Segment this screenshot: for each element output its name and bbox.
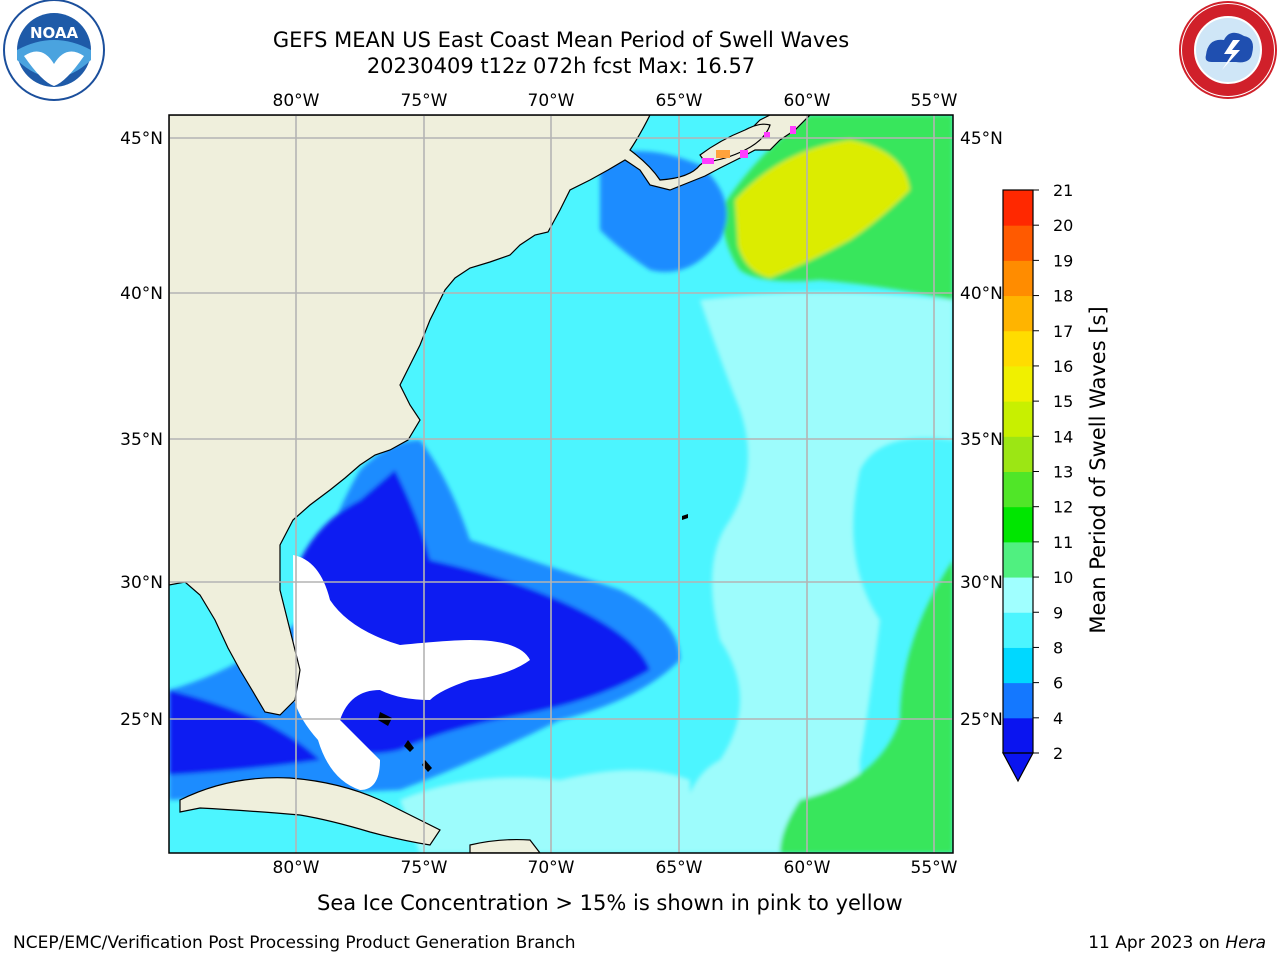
lat-label: 40°N bbox=[120, 284, 163, 304]
colorbar-label: Mean Period of Swell Waves [s] bbox=[1086, 306, 1110, 633]
colorbar-tick-label: 16 bbox=[1053, 357, 1073, 376]
colorbar-tick-label: 12 bbox=[1053, 498, 1073, 517]
lon-label: 65°W bbox=[656, 858, 703, 878]
lat-labels-right: 45°N 40°N 35°N 30°N 25°N bbox=[960, 129, 1003, 730]
colorbar-extend-arrow bbox=[1001, 752, 1035, 783]
chart-title: GEFS MEAN US East Coast Mean Period of S… bbox=[272, 28, 850, 52]
footer-credit: NCEP/EMC/Verification Post Processing Pr… bbox=[13, 933, 576, 953]
colorbar-segment bbox=[1003, 260, 1033, 297]
swell-zone-blue-north bbox=[600, 151, 727, 272]
map-area bbox=[169, 115, 953, 853]
colorbar-segment bbox=[1003, 190, 1033, 226]
lon-label: 80°W bbox=[273, 858, 320, 878]
swell-zone-deep-blue-west bbox=[169, 690, 320, 775]
colorbar-segment bbox=[1003, 330, 1033, 367]
lon-label: 75°W bbox=[401, 858, 448, 878]
lon-label: 60°W bbox=[784, 858, 831, 878]
lon-label: 70°W bbox=[528, 858, 575, 878]
colorbar-tick-label: 2 bbox=[1053, 744, 1063, 763]
lon-labels-bottom: 80°W 75°W 70°W 65°W 60°W 55°W bbox=[273, 858, 958, 878]
colorbar-segment bbox=[1003, 682, 1033, 719]
colorbar-tick-label: 8 bbox=[1053, 638, 1063, 657]
footer-machine: Hera bbox=[1225, 933, 1266, 953]
colorbar-segment bbox=[1003, 365, 1033, 402]
lat-label: 45°N bbox=[960, 129, 1003, 149]
lat-label: 45°N bbox=[120, 129, 163, 149]
swell-zone-light bbox=[680, 292, 953, 853]
lon-label: 75°W bbox=[401, 91, 448, 111]
sea-ice-pixel bbox=[790, 126, 796, 134]
colorbar-segment bbox=[1003, 612, 1033, 648]
colorbar-segment bbox=[1003, 436, 1033, 472]
lat-label: 35°N bbox=[960, 430, 1003, 450]
footer-date-text: 11 Apr 2023 on bbox=[1088, 933, 1220, 953]
land-north-america bbox=[169, 115, 811, 716]
lat-label: 25°N bbox=[960, 710, 1003, 730]
colorbar-segment bbox=[1003, 506, 1033, 543]
colorbar-tick-label: 21 bbox=[1053, 181, 1073, 200]
lon-label: 60°W bbox=[784, 91, 831, 111]
lon-label: 70°W bbox=[528, 91, 575, 111]
lat-label: 40°N bbox=[960, 284, 1003, 304]
lat-labels-left: 45°N 40°N 35°N 30°N 25°N bbox=[120, 129, 163, 730]
colorbar-tick-label: 14 bbox=[1053, 427, 1073, 446]
sea-ice-pixel bbox=[740, 150, 748, 158]
lon-label: 55°W bbox=[911, 858, 958, 878]
colorbar-tick-label: 11 bbox=[1053, 533, 1073, 552]
colorbar-segment bbox=[1003, 401, 1033, 437]
lon-label: 65°W bbox=[656, 91, 703, 111]
sea-ice-pixel bbox=[716, 150, 730, 158]
sea-ice-pixel bbox=[702, 158, 714, 164]
bahamas-island bbox=[404, 740, 414, 752]
bermuda-island bbox=[682, 514, 688, 520]
land-cuba bbox=[179, 777, 441, 846]
noaa-logo-text: NOAA bbox=[30, 24, 79, 42]
colorbar: 2 4 6 8 9 10 11 12 13 14 15 16 17 18 19 20 21 bbox=[1001, 181, 1073, 783]
colorbar-tick-label: 17 bbox=[1053, 322, 1073, 341]
colorbar-tick-label: 13 bbox=[1053, 463, 1073, 482]
colorbar-tick-label: 18 bbox=[1053, 287, 1073, 306]
map-frame bbox=[168, 114, 954, 854]
lat-label: 35°N bbox=[120, 430, 163, 450]
lon-labels-top: 80°W 75°W 70°W 65°W 60°W 55°W bbox=[273, 91, 958, 111]
swell-zone-green-south bbox=[780, 560, 953, 853]
colorbar-segment bbox=[1003, 717, 1033, 754]
colorbar-segment bbox=[1003, 471, 1033, 508]
colorbar-tick-label: 15 bbox=[1053, 392, 1073, 411]
swell-zone-yellow bbox=[735, 140, 910, 278]
lat-label: 30°N bbox=[960, 573, 1003, 593]
land-hispaniola bbox=[469, 838, 541, 853]
no-data-region bbox=[293, 555, 530, 790]
colorbar-tick-label: 20 bbox=[1053, 216, 1073, 235]
colorbar-tick-label: 4 bbox=[1053, 709, 1063, 728]
colorbar-segment bbox=[1003, 225, 1033, 261]
colorbar-segment bbox=[1003, 541, 1033, 578]
map-gridlines bbox=[169, 115, 953, 853]
lon-label: 55°W bbox=[911, 91, 958, 111]
colorbar-tick-label: 19 bbox=[1053, 251, 1073, 270]
sea-ice-note: Sea Ice Concentration > 15% is shown in … bbox=[317, 891, 903, 915]
lat-label: 30°N bbox=[120, 573, 163, 593]
colorbar-tick-label: 9 bbox=[1053, 603, 1063, 622]
nws-logo-icon bbox=[1179, 1, 1277, 99]
colorbar-segment bbox=[1003, 577, 1033, 613]
footer-date: 11 Apr 2023 on Hera bbox=[1088, 933, 1266, 953]
colorbar-segment bbox=[1003, 647, 1033, 684]
sea-ice-pixel bbox=[764, 132, 770, 138]
colorbar-tick-label: 6 bbox=[1053, 674, 1063, 693]
lon-label: 80°W bbox=[273, 91, 320, 111]
chart-subtitle: 20230409 t12z 072h fcst Max: 16.57 bbox=[366, 54, 756, 78]
noaa-logo-icon: NOAA bbox=[3, 0, 105, 101]
lat-label: 25°N bbox=[120, 710, 163, 730]
swell-zone-light-south bbox=[400, 770, 690, 853]
colorbar-tick-label: 10 bbox=[1053, 568, 1073, 587]
colorbar-segment bbox=[1003, 295, 1033, 332]
